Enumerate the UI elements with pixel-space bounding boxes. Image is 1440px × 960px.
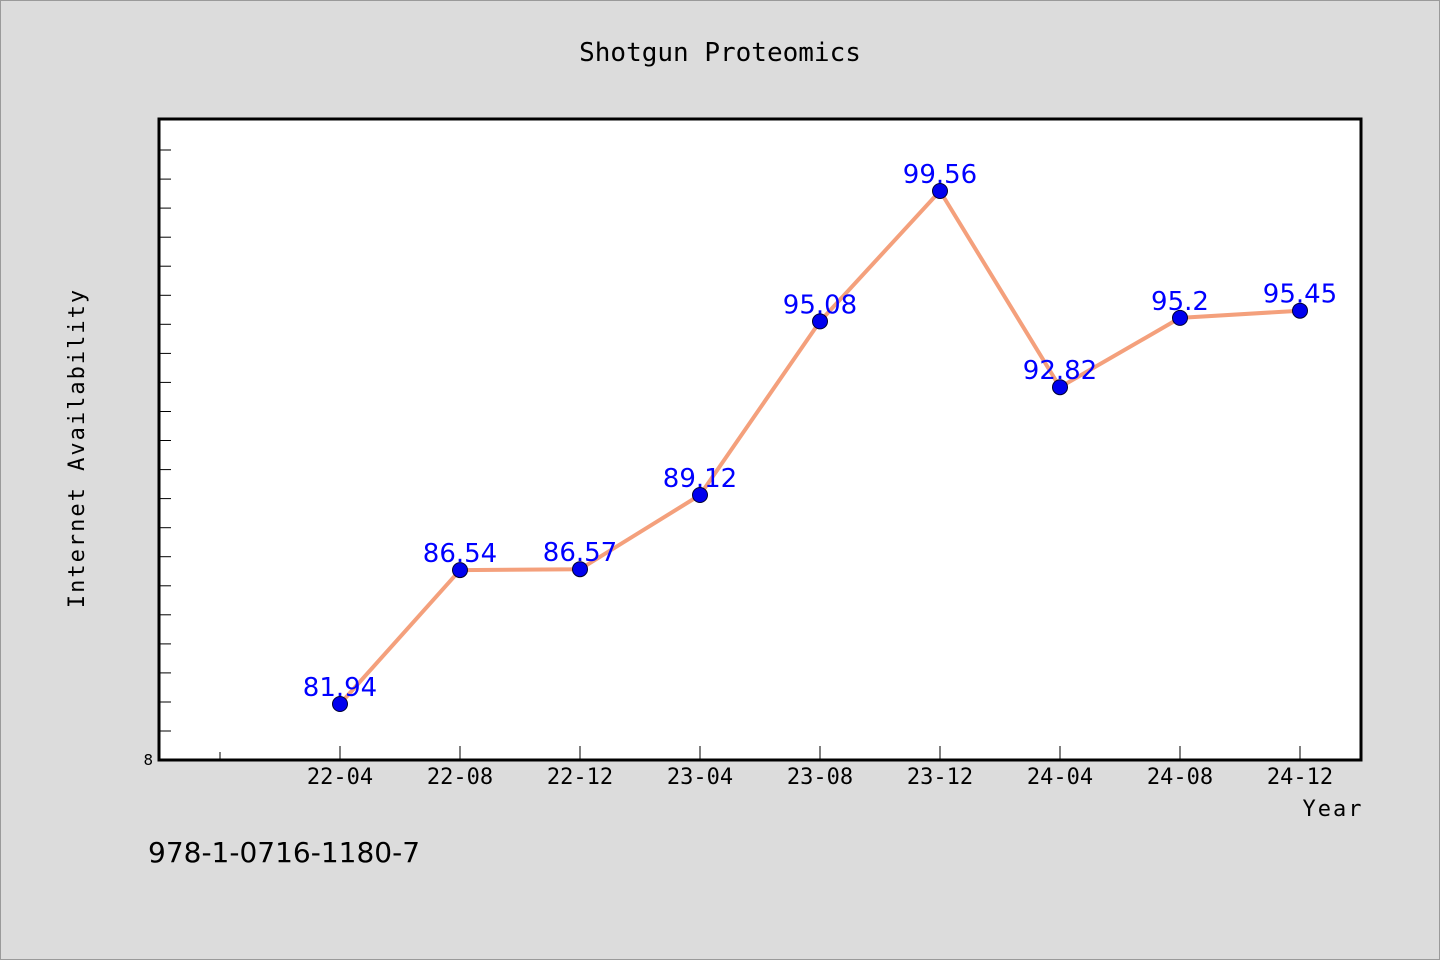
data-point (452, 562, 468, 579)
x-tick-label: 23-12 (907, 765, 973, 790)
x-tick-label: 24-12 (1267, 765, 1333, 790)
y-axis-label: Internet Availability (65, 288, 90, 608)
data-label: 99.56 (903, 160, 977, 190)
data-label: 89.12 (663, 464, 737, 494)
data-label: 95.2 (1151, 287, 1209, 317)
x-axis-label: Year (1303, 797, 1364, 822)
data-label: 95.45 (1263, 280, 1337, 310)
data-label: 86.54 (423, 539, 497, 569)
data-point (332, 696, 348, 712)
footnote: 978-1-0716-1180-7 (148, 836, 420, 869)
data-label: 95.08 (783, 290, 857, 320)
data-point (812, 313, 828, 330)
data-point (692, 487, 708, 503)
y-axis-ticks (160, 149, 171, 732)
x-tick-label: 24-08 (1147, 765, 1213, 790)
plot-area (157, 117, 1363, 762)
data-point (1292, 302, 1308, 319)
x-tick-label: 24-04 (1027, 765, 1093, 790)
data-point (1052, 379, 1068, 396)
data-point (572, 561, 588, 578)
x-tick-label: 22-12 (547, 765, 613, 790)
x-tick-label: 23-04 (667, 765, 733, 790)
x-tick-label: 22-08 (427, 765, 493, 790)
data-point (1172, 309, 1188, 326)
data-label: 86.57 (543, 538, 617, 568)
x-axis-ticks: 22-04 22-08 22-12 23-04 23-08 23-12 24-04 24-08… (219, 746, 1333, 790)
series-group: 81.94 86.54 86.57 89.12 95.08 99.56 92.82 95.2 9… (303, 160, 1337, 712)
data-label: 81.94 (303, 673, 377, 703)
x-tick-label: 23-08 (787, 765, 853, 790)
y-tick-label: 8 (143, 751, 153, 769)
chart-title: Shotgun Proteomics (579, 38, 861, 68)
data-label: 92.82 (1023, 356, 1097, 386)
x-tick-label: 22-04 (307, 765, 373, 790)
data-point (932, 183, 948, 199)
